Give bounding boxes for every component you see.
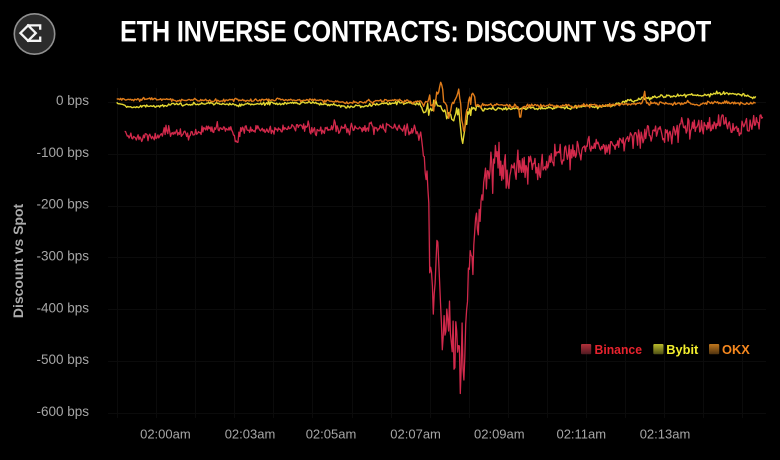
svg-text:Bybit: Bybit [666, 342, 699, 357]
svg-text:-600 bps: -600 bps [36, 404, 89, 419]
svg-text:-400 bps: -400 bps [36, 300, 89, 315]
svg-text:02:00am: 02:00am [140, 427, 191, 442]
svg-text:Discount vs Spot: Discount vs Spot [10, 203, 26, 318]
svg-text:02:09am: 02:09am [474, 427, 525, 442]
svg-text:02:13am: 02:13am [640, 427, 691, 442]
svg-text:Binance: Binance [595, 342, 643, 357]
svg-text:0 bps: 0 bps [56, 93, 89, 108]
svg-text:-300 bps: -300 bps [36, 249, 89, 264]
svg-text:-100 bps: -100 bps [36, 145, 89, 160]
svg-text:02:11am: 02:11am [556, 427, 606, 442]
svg-text:02:03am: 02:03am [225, 427, 276, 442]
svg-text:OKX: OKX [722, 342, 750, 357]
svg-text:ETH INVERSE CONTRACTS: DISCOUN: ETH INVERSE CONTRACTS: DISCOUNT VS SPOT [120, 16, 711, 49]
svg-text:-500 bps: -500 bps [36, 352, 89, 367]
svg-text:02:07am: 02:07am [390, 427, 441, 442]
svg-text:02:05am: 02:05am [306, 427, 357, 442]
svg-text:-200 bps: -200 bps [36, 197, 89, 212]
